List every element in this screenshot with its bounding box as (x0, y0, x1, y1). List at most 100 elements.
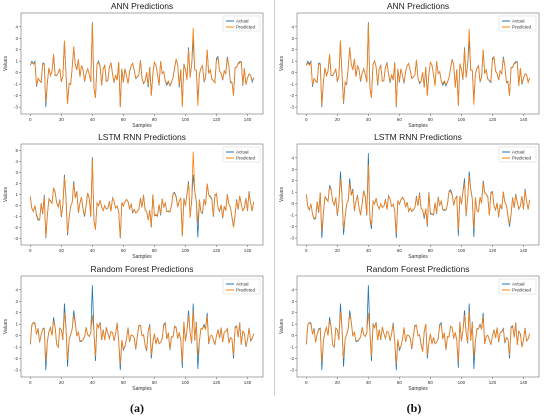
y-tick-label: 1 (15, 59, 18, 64)
y-tick-label: -3 (14, 368, 18, 373)
y-tick-label: 2 (291, 47, 294, 52)
x-axis-label: Samples (132, 254, 152, 260)
x-tick-label: 140 (244, 248, 252, 253)
x-tick-label: 140 (520, 380, 528, 385)
x-tick-label: 80 (428, 380, 434, 385)
x-tick-label: 20 (335, 248, 341, 253)
y-tick-label: -1 (290, 345, 294, 350)
chart-title: LSTM RNN Predictions (98, 132, 186, 142)
x-axis-label: Samples (408, 254, 428, 260)
y-tick-label: -1 (14, 82, 18, 87)
x-tick-label: 100 (182, 248, 190, 253)
y-tick-label: -2 (290, 93, 294, 98)
y-tick-label: 2 (291, 310, 294, 315)
y-tick-label: -3 (290, 105, 294, 110)
y-tick-label: 2 (15, 310, 18, 315)
chart-ann-b: ANN Predictions -3 -2 -1 0 1 2 3 4 0 20 40 60 80 100 12… (277, 0, 549, 132)
series-predicted-line (305, 164, 531, 234)
y-tick-label: 0 (291, 70, 294, 75)
x-tick-label: 80 (152, 248, 158, 253)
x-tick-label: 0 (305, 380, 308, 385)
y-tick-label: 4 (15, 159, 18, 164)
y-tick-label: 4 (291, 24, 294, 29)
y-axis-label: Values (3, 319, 9, 334)
panel-label-b: (b) (406, 401, 422, 415)
x-tick-label: 80 (152, 117, 158, 122)
chart-title: Random Forest Predictions (91, 264, 194, 274)
chart-ann-a: ANN Predictions -3 -2 -1 0 1 2 3 4 0 20 40 60 80 100 12… (1, 0, 273, 132)
plot-frame (20, 12, 264, 115)
y-axis-label: Values (279, 56, 285, 71)
y-tick-label: 0 (291, 333, 294, 338)
x-tick-label: 60 (397, 117, 403, 122)
x-tick-label: 20 (59, 117, 65, 122)
x-tick-label: 0 (305, 248, 308, 253)
x-tick-label: 140 (520, 117, 528, 122)
series-predicted-line (29, 23, 255, 108)
x-tick-label: 60 (397, 380, 403, 385)
y-tick-label: 4 (15, 24, 18, 29)
x-tick-label: 40 (90, 117, 96, 122)
y-tick-label: -1 (14, 345, 18, 350)
plot-frame (296, 275, 540, 378)
x-tick-label: 20 (335, 117, 341, 122)
x-tick-label: 120 (489, 117, 497, 122)
legend-label: Predicted (512, 156, 532, 161)
y-tick-label: 0 (291, 201, 294, 206)
x-tick-label: 100 (458, 248, 466, 253)
chart-title: LSTM RNN Predictions (374, 132, 462, 142)
x-axis-label: Samples (132, 123, 152, 129)
plot-frame (20, 143, 264, 246)
x-tick-label: 20 (59, 248, 65, 253)
x-tick-label: 140 (244, 117, 252, 122)
y-tick-label: 0 (15, 333, 18, 338)
legend-label: Actual (512, 282, 525, 287)
y-tick-label: 3 (291, 299, 294, 304)
y-tick-label: -3 (290, 368, 294, 373)
y-tick-label: 3 (15, 36, 18, 41)
legend-label: Predicted (236, 156, 256, 161)
x-tick-label: 100 (182, 117, 190, 122)
y-tick-label: 0 (15, 203, 18, 208)
y-tick-label: 2 (15, 181, 18, 186)
y-tick-label: -1 (290, 82, 294, 87)
y-tick-label: -2 (290, 224, 294, 229)
chart-lstm-b: LSTM RNN Predictions -3 -2 -1 0 1 2 3 4 0 20 40 60 80… (277, 131, 549, 263)
x-axis-label: Samples (408, 123, 428, 129)
series-predicted-line (305, 23, 531, 106)
x-axis-label: Samples (408, 386, 428, 392)
y-axis-label: Values (3, 56, 9, 71)
legend-label: Predicted (512, 288, 532, 293)
x-axis-label: Samples (132, 386, 152, 392)
x-tick-label: 140 (244, 380, 252, 385)
y-tick-label: -2 (14, 225, 18, 230)
chart-rf-a: Random Forest Predictions -3 -2 -1 0 1 2 3 4 0 20 4… (1, 263, 273, 395)
plot-frame (20, 275, 264, 378)
x-tick-label: 60 (121, 117, 127, 122)
chart-lstm-a: LSTM RNN Predictions -3 -2 -1 0 1 2 3 4 5 0 20 40 60 8… (1, 131, 273, 263)
panel-label-a: (a) (130, 401, 144, 415)
legend-label: Actual (236, 150, 249, 155)
chart-rf-b: Random Forest Predictions -3 -2 -1 0 1 2 3 4 0 20 4… (277, 263, 549, 395)
y-tick-label: -3 (14, 236, 18, 241)
y-axis-label: Values (279, 319, 285, 334)
y-tick-label: 4 (291, 155, 294, 160)
x-tick-label: 40 (90, 380, 96, 385)
y-tick-label: -2 (290, 356, 294, 361)
x-tick-label: 120 (489, 248, 497, 253)
x-tick-label: 100 (458, 380, 466, 385)
y-axis-label: Values (3, 187, 9, 202)
y-tick-label: -3 (290, 236, 294, 241)
y-tick-label: -1 (290, 213, 294, 218)
y-tick-label: 5 (15, 148, 18, 153)
y-tick-label: -3 (14, 105, 18, 110)
x-tick-label: 0 (29, 380, 32, 385)
legend-label: Actual (236, 282, 249, 287)
legend-label: Predicted (512, 25, 532, 30)
y-axis-label: Values (279, 187, 285, 202)
y-tick-label: 3 (15, 299, 18, 304)
x-tick-label: 100 (182, 380, 190, 385)
x-tick-label: 40 (366, 117, 372, 122)
